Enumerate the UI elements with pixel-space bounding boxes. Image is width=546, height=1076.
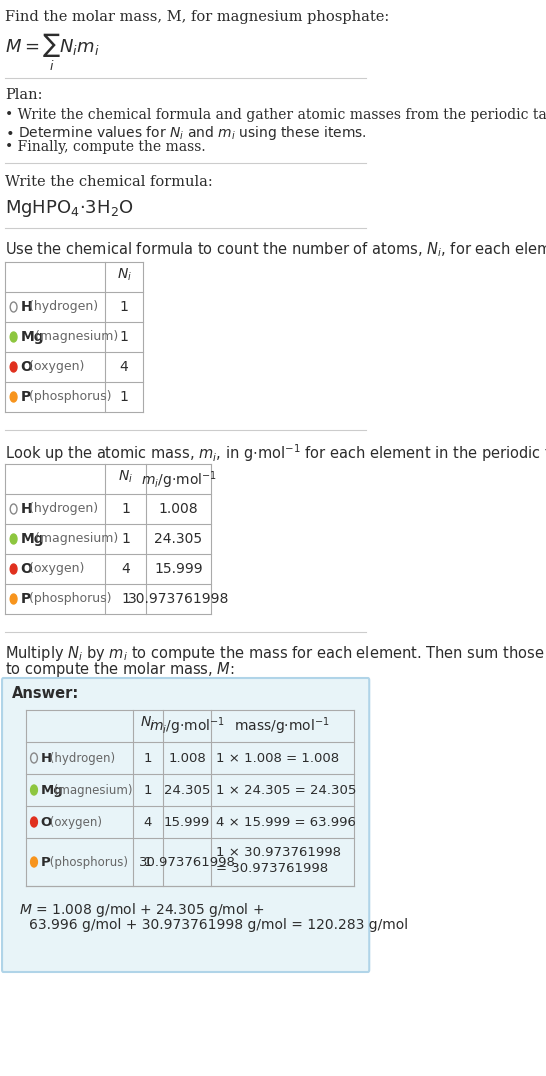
Text: Use the chemical formula to count the number of atoms, $N_i$, for each element:: Use the chemical formula to count the nu… xyxy=(5,240,546,258)
FancyBboxPatch shape xyxy=(2,678,369,972)
Circle shape xyxy=(31,785,37,795)
Text: 1: 1 xyxy=(121,502,130,516)
Text: 1: 1 xyxy=(120,300,128,314)
Text: 30.973761998: 30.973761998 xyxy=(128,592,229,606)
Text: (oxygen): (oxygen) xyxy=(26,360,85,373)
Circle shape xyxy=(10,594,17,604)
Text: 15.999: 15.999 xyxy=(164,816,210,829)
Text: P: P xyxy=(41,856,51,869)
Text: 4: 4 xyxy=(120,360,128,374)
Text: 1 × 1.008 = 1.008: 1 × 1.008 = 1.008 xyxy=(216,752,340,765)
Circle shape xyxy=(31,817,37,827)
Text: Write the chemical formula:: Write the chemical formula: xyxy=(5,175,213,189)
Text: (oxygen): (oxygen) xyxy=(26,562,85,575)
Text: O: O xyxy=(20,562,32,576)
Text: 30.973761998: 30.973761998 xyxy=(139,856,235,869)
Text: Mg: Mg xyxy=(20,330,44,344)
Text: Plan:: Plan: xyxy=(5,88,43,102)
Text: P: P xyxy=(20,390,31,404)
Text: 1.008: 1.008 xyxy=(168,752,206,765)
Text: Answer:: Answer: xyxy=(12,686,80,700)
Text: (magnesium): (magnesium) xyxy=(31,532,118,546)
Text: $M = \sum_i N_i m_i$: $M = \sum_i N_i m_i$ xyxy=(5,32,100,73)
Text: (hydrogen): (hydrogen) xyxy=(26,502,99,515)
Text: 1: 1 xyxy=(144,784,152,797)
Text: (hydrogen): (hydrogen) xyxy=(45,752,115,765)
Text: • Write the chemical formula and gather atomic masses from the periodic table.: • Write the chemical formula and gather … xyxy=(5,108,546,122)
Text: mass/g$\cdot$mol$^{-1}$: mass/g$\cdot$mol$^{-1}$ xyxy=(234,714,330,737)
Text: Multiply $N_i$ by $m_i$ to compute the mass for each element. Then sum those val: Multiply $N_i$ by $m_i$ to compute the m… xyxy=(5,645,546,663)
Text: 1: 1 xyxy=(144,856,152,869)
Text: O: O xyxy=(20,360,32,374)
Circle shape xyxy=(31,856,37,867)
Text: = 30.973761998: = 30.973761998 xyxy=(216,862,328,875)
Text: (phosphorus): (phosphorus) xyxy=(26,592,112,605)
Text: 1: 1 xyxy=(121,592,130,606)
Text: 15.999: 15.999 xyxy=(154,562,203,576)
Circle shape xyxy=(10,362,17,372)
Text: H: H xyxy=(20,502,32,516)
Text: O: O xyxy=(41,816,52,829)
Text: $M$ = 1.008 g/mol + 24.305 g/mol +: $M$ = 1.008 g/mol + 24.305 g/mol + xyxy=(19,901,264,919)
Text: 1: 1 xyxy=(120,330,128,344)
Circle shape xyxy=(10,332,17,342)
Text: Look up the atomic mass, $m_i$, in g$\cdot$mol$^{-1}$ for each element in the pe: Look up the atomic mass, $m_i$, in g$\cd… xyxy=(5,442,546,464)
Text: H: H xyxy=(41,752,52,765)
Text: (magnesium): (magnesium) xyxy=(50,784,133,797)
Text: $\bullet$ Determine values for $N_i$ and $m_i$ using these items.: $\bullet$ Determine values for $N_i$ and… xyxy=(5,124,367,142)
Text: 1: 1 xyxy=(144,752,152,765)
Text: $N_i$: $N_i$ xyxy=(140,714,156,732)
Text: 4: 4 xyxy=(121,562,130,576)
Text: (magnesium): (magnesium) xyxy=(31,330,118,343)
Text: to compute the molar mass, $M$:: to compute the molar mass, $M$: xyxy=(5,660,235,679)
Text: 4 × 15.999 = 63.996: 4 × 15.999 = 63.996 xyxy=(216,816,356,829)
Text: 4: 4 xyxy=(144,816,152,829)
Text: 24.305: 24.305 xyxy=(164,784,210,797)
Circle shape xyxy=(10,392,17,402)
Text: • Finally, compute the mass.: • Finally, compute the mass. xyxy=(5,140,206,154)
Text: Mg: Mg xyxy=(41,784,63,797)
Text: 1 × 24.305 = 24.305: 1 × 24.305 = 24.305 xyxy=(216,784,357,797)
Text: 24.305: 24.305 xyxy=(155,532,203,546)
Text: 1.008: 1.008 xyxy=(159,502,198,516)
Text: 1: 1 xyxy=(121,532,130,546)
Text: 1 × 30.973761998: 1 × 30.973761998 xyxy=(216,846,341,859)
Text: (phosphorus): (phosphorus) xyxy=(45,856,128,869)
Circle shape xyxy=(10,564,17,574)
Text: $\mathrm{MgHPO_4{\cdot}3H_2O}$: $\mathrm{MgHPO_4{\cdot}3H_2O}$ xyxy=(5,198,134,220)
Text: 1: 1 xyxy=(120,390,128,404)
Text: H: H xyxy=(20,300,32,314)
Text: (phosphorus): (phosphorus) xyxy=(26,390,112,404)
Circle shape xyxy=(10,534,17,544)
Text: $N_i$: $N_i$ xyxy=(118,469,133,485)
Text: $m_i$/g$\cdot$mol$^{-1}$: $m_i$/g$\cdot$mol$^{-1}$ xyxy=(140,469,216,491)
Text: $N_i$: $N_i$ xyxy=(117,267,132,283)
Text: (oxygen): (oxygen) xyxy=(45,816,102,829)
Text: (hydrogen): (hydrogen) xyxy=(26,300,99,313)
Text: 63.996 g/mol + 30.973761998 g/mol = 120.283 g/mol: 63.996 g/mol + 30.973761998 g/mol = 120.… xyxy=(28,918,408,932)
Text: Find the molar mass, M, for magnesium phosphate:: Find the molar mass, M, for magnesium ph… xyxy=(5,10,390,24)
Text: $m_i$/g$\cdot$mol$^{-1}$: $m_i$/g$\cdot$mol$^{-1}$ xyxy=(149,714,225,737)
Text: Mg: Mg xyxy=(20,532,44,546)
Text: P: P xyxy=(20,592,31,606)
